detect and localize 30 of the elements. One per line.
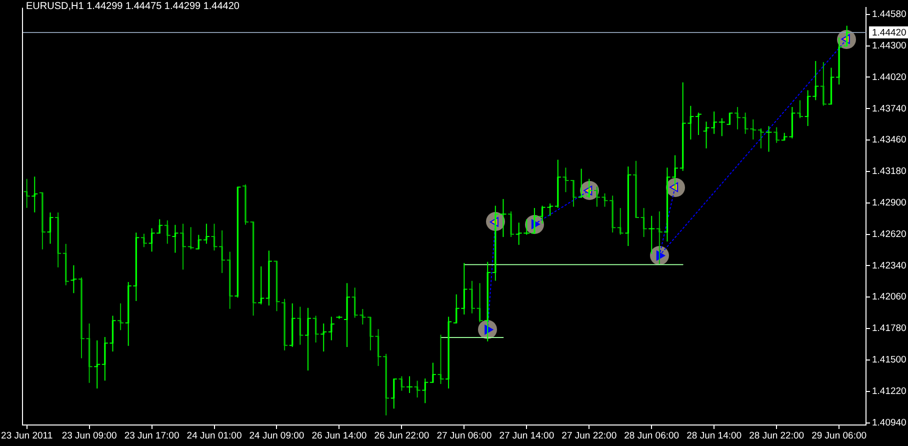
chart-title: EURUSD,H1 1.44299 1.44475 1.44299 1.44420 xyxy=(26,1,240,13)
y-tick-label: 1.44580 xyxy=(872,9,906,20)
y-tick-label: 1.42620 xyxy=(872,228,906,240)
y-tick-label: 1.41220 xyxy=(872,386,906,397)
x-tick-label: 26 Jun 22:00 xyxy=(374,430,430,442)
x-tick-label: 26 Jun 14:00 xyxy=(312,430,367,442)
y-tick-label: 1.43460 xyxy=(872,134,906,146)
y-tick-label: 1.43740 xyxy=(872,103,906,114)
x-tick-label: 23 Jun 17:00 xyxy=(124,430,180,442)
y-tick-label: 1.42340 xyxy=(872,260,906,272)
x-tick-label: 24 Jun 09:00 xyxy=(249,430,304,442)
x-tick-label: 28 Jun 22:00 xyxy=(749,430,804,442)
y-tick-label: 1.44020 xyxy=(872,72,906,83)
y-tick-label: 1.44300 xyxy=(872,40,906,52)
x-tick-label: 27 Jun 14:00 xyxy=(499,430,554,442)
x-tick-label: 23 Jun 2011 xyxy=(1,430,53,442)
y-tick-label: 1.41780 xyxy=(872,323,906,334)
y-tick-label: 1.40940 xyxy=(872,417,906,428)
x-tick-label: 24 Jun 01:00 xyxy=(186,430,242,442)
ref-line-label: 1.44420 xyxy=(872,28,906,39)
x-tick-label: 28 Jun 06:00 xyxy=(624,430,680,442)
y-tick-label: 1.42060 xyxy=(872,292,906,303)
y-tick-label: 1.41500 xyxy=(872,354,906,366)
y-tick-label: 1.42900 xyxy=(872,198,906,209)
y-tick-label: 1.43180 xyxy=(872,166,906,178)
x-tick-label: 27 Jun 06:00 xyxy=(436,430,492,442)
x-tick-label: 29 Jun 06:00 xyxy=(812,430,867,442)
x-tick-label: 28 Jun 14:00 xyxy=(686,430,742,442)
x-tick-label: 27 Jun 22:00 xyxy=(562,430,617,442)
x-tick-label: 23 Jun 09:00 xyxy=(62,430,117,442)
